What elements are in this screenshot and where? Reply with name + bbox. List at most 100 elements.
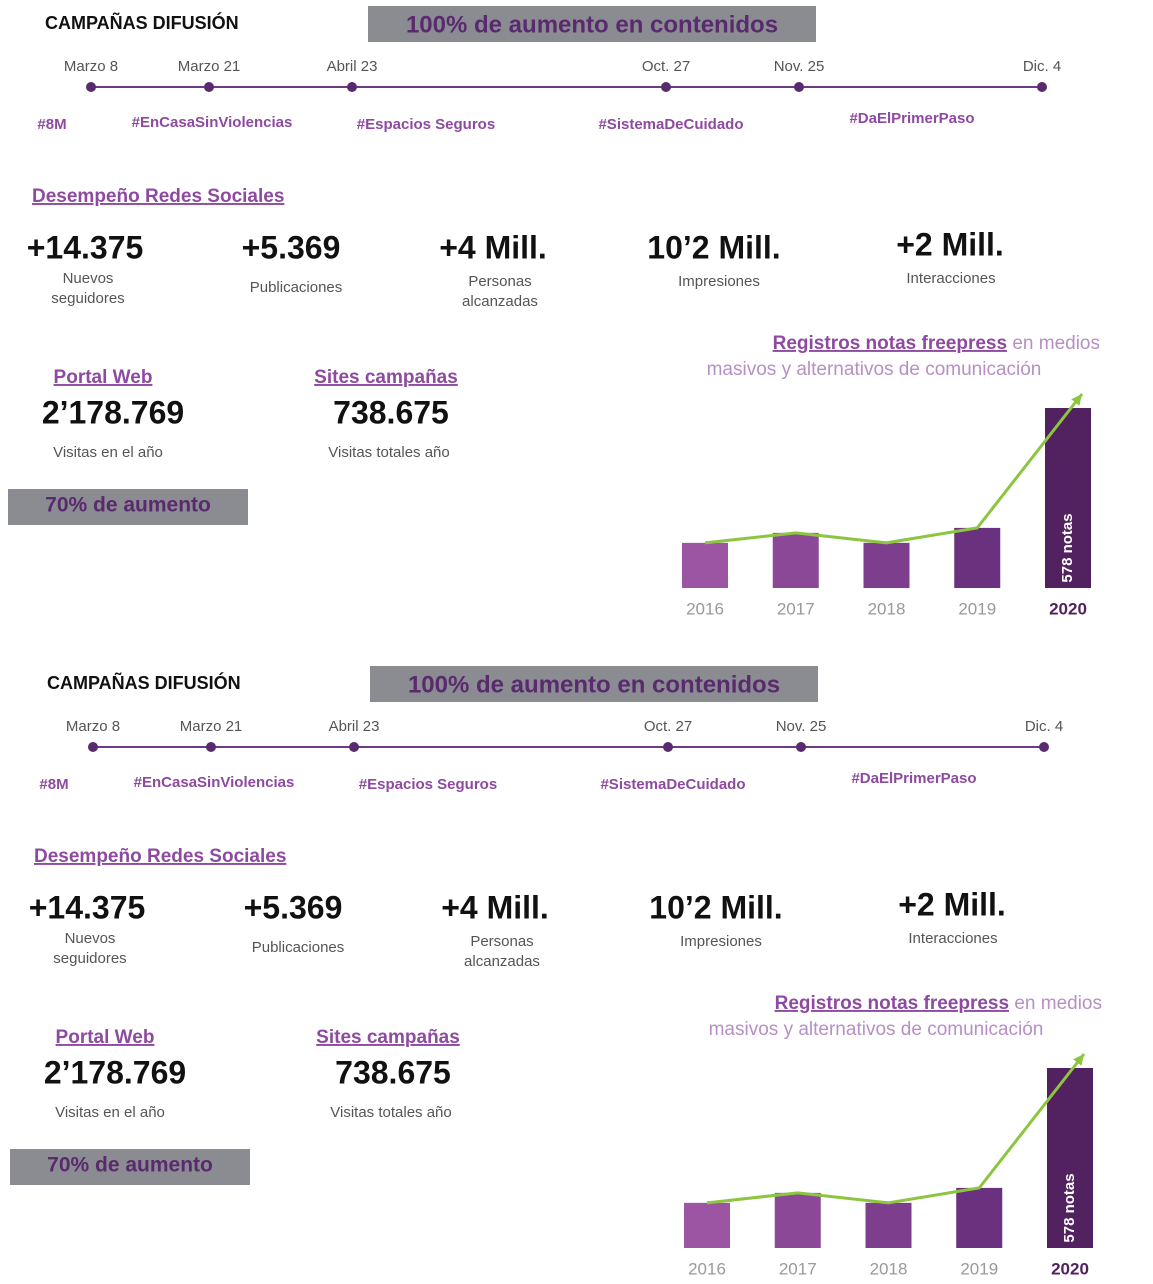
x-tick-label: 2019 (958, 599, 996, 618)
timeline-dot (204, 82, 214, 92)
bar (772, 532, 819, 588)
web-heading: Sites campañas (314, 367, 458, 388)
hashtag: #EnCasaSinViolencias (134, 774, 295, 791)
timeline-date: Marzo 21 (178, 58, 241, 75)
stat-value: +2 Mill. (896, 226, 1004, 262)
arrow-head (1073, 1054, 1084, 1066)
section-title: CAMPAÑAS DIFUSIÓN (47, 672, 241, 693)
panel: CAMPAÑAS DIFUSIÓN 100% de aumento en cont… (10, 666, 1102, 1278)
stat-value: 10’2 Mill. (647, 229, 780, 265)
value-label: 578 notas (1061, 1173, 1078, 1242)
timeline-date: Marzo 21 (180, 718, 243, 735)
stat-value: 10’2 Mill. (649, 889, 782, 925)
hashtag: #SistemaDeCuidado (598, 116, 743, 133)
section-heading: Desempeño Redes Sociales (32, 186, 284, 207)
chart-title-rest: en medios (1007, 333, 1100, 354)
timeline-date: Dic. 4 (1023, 58, 1061, 75)
x-tick-label: 2018 (868, 599, 906, 618)
chart-title-strong: Registros notas freepress (773, 333, 1007, 354)
stat-value: +14.375 (29, 889, 146, 925)
hashtag: #8M (39, 776, 68, 793)
timeline-dot (794, 82, 804, 92)
badge (8, 489, 248, 525)
stat-value: +4 Mill. (439, 229, 547, 265)
x-tick-label: 2020 (1051, 1259, 1089, 1278)
badge-text: 70% de aumento (45, 494, 211, 517)
timeline-date: Dic. 4 (1025, 718, 1063, 735)
bar (774, 1192, 821, 1248)
hashtag: #Espacios Seguros (357, 116, 495, 133)
timeline-dot (86, 82, 96, 92)
web-value: 2’178.769 (44, 1054, 186, 1090)
stat-label: Publicaciones (250, 279, 343, 296)
timeline-date: Nov. 25 (776, 718, 827, 735)
x-tick-label: 2016 (688, 1259, 726, 1278)
stat-label: Nuevos (65, 930, 116, 947)
bar (863, 542, 910, 588)
stat-label: Personas (470, 933, 533, 950)
stat-label: Impresiones (680, 933, 762, 950)
timeline-date: Marzo 8 (66, 718, 120, 735)
timeline-dot (347, 82, 357, 92)
stat-label: Interacciones (906, 270, 995, 287)
timeline-dot (206, 742, 216, 752)
x-tick-label: 2017 (779, 1259, 817, 1278)
timeline-dot (1039, 742, 1049, 752)
timeline-date: Oct. 27 (642, 58, 690, 75)
stat-label: Interacciones (908, 930, 997, 947)
chart-title: masivos y alternativos de comunicación (707, 359, 1042, 380)
stat-value: +14.375 (27, 229, 144, 265)
badge (368, 6, 816, 42)
timeline-dot (1037, 82, 1047, 92)
stat-label: alcanzadas (464, 953, 540, 970)
timeline-date: Abril 23 (329, 718, 380, 735)
stat-label: Personas (468, 273, 531, 290)
web-value: 738.675 (333, 394, 449, 430)
timeline-dot (349, 742, 359, 752)
timeline-date: Nov. 25 (774, 58, 825, 75)
bar (954, 527, 1001, 588)
stat-value: +2 Mill. (898, 886, 1006, 922)
web-heading: Sites campañas (316, 1027, 460, 1048)
hashtag: #EnCasaSinViolencias (132, 114, 293, 131)
x-tick-label: 2016 (686, 599, 724, 618)
timeline-date: Abril 23 (327, 58, 378, 75)
hashtag: #8M (37, 116, 66, 133)
web-label: Visitas en el año (53, 444, 163, 461)
web-label: Visitas totales año (330, 1104, 451, 1121)
trend-line (704, 393, 1084, 545)
x-tick-label: 2020 (1049, 599, 1087, 618)
x-tick-label: 2019 (960, 1259, 998, 1278)
stat-label: Publicaciones (252, 939, 345, 956)
badge-text: 100% de aumento en contenidos (408, 671, 780, 698)
x-tick-label: 2017 (777, 599, 815, 618)
web-label: Visitas en el año (55, 1104, 165, 1121)
stat-label: Nuevos (63, 270, 114, 287)
stat-value: +5.369 (244, 889, 343, 925)
section-heading: Desempeño Redes Sociales (34, 846, 286, 867)
timeline-dot (88, 742, 98, 752)
hashtag: #DaElPrimerPaso (849, 110, 974, 127)
stat-label: alcanzadas (462, 293, 538, 310)
chart-title: Registros notas freepress en medios (775, 993, 1102, 1014)
chart-title: masivos y alternativos de comunicación (709, 1019, 1044, 1040)
bar (682, 542, 728, 588)
hashtag: #DaElPrimerPaso (851, 770, 976, 787)
x-tick-label: 2018 (870, 1259, 908, 1278)
timeline-dot (796, 742, 806, 752)
bar (865, 1202, 912, 1248)
hashtag: #Espacios Seguros (359, 776, 497, 793)
chart-title-strong: Registros notas freepress (775, 993, 1009, 1014)
bar (684, 1202, 730, 1248)
chart-title-rest: en medios (1009, 993, 1102, 1014)
bar (956, 1187, 1003, 1248)
web-value: 2’178.769 (42, 394, 184, 430)
panel: CAMPAÑAS DIFUSIÓN 100% de aumento en cont… (8, 6, 1100, 618)
web-heading: Portal Web (54, 367, 153, 388)
stat-value: +5.369 (242, 229, 341, 265)
timeline-date: Oct. 27 (644, 718, 692, 735)
web-label: Visitas totales año (328, 444, 449, 461)
timeline-dot (661, 82, 671, 92)
stat-label: seguidores (51, 290, 124, 307)
